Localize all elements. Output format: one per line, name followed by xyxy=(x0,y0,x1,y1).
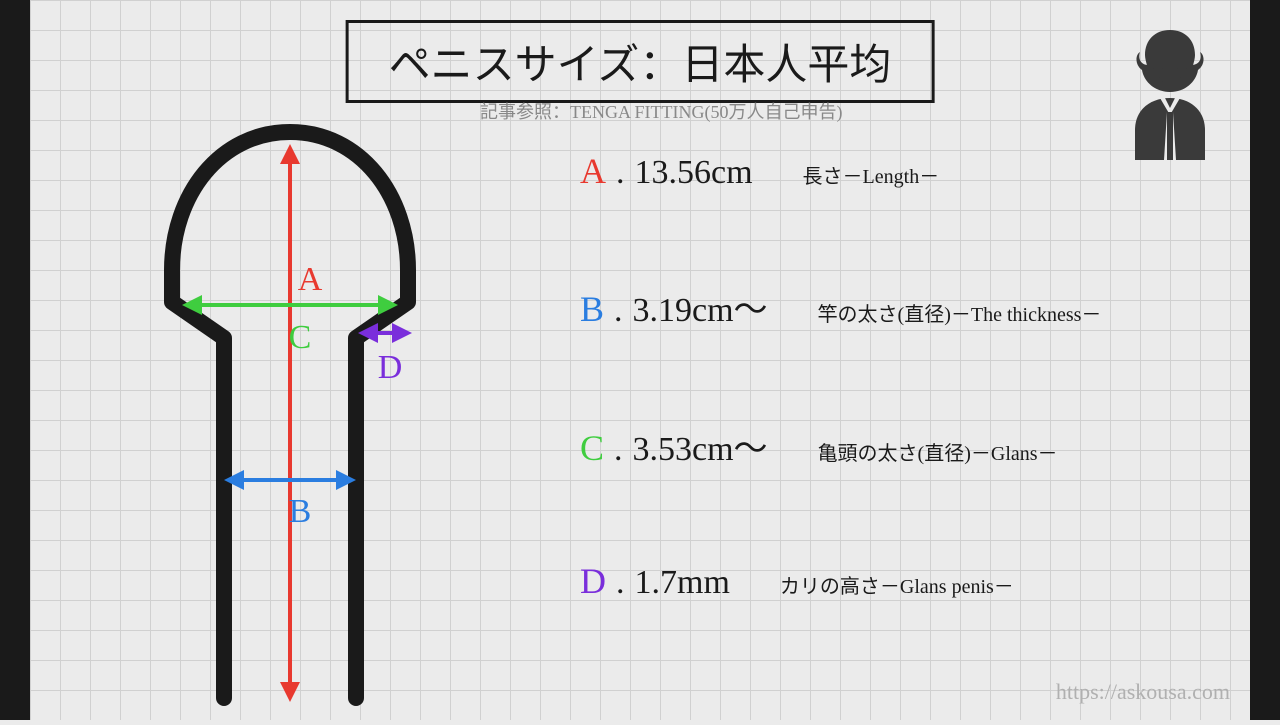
svg-text:C: C xyxy=(289,319,312,356)
measure-desc: 長さ－Length－ xyxy=(803,160,940,189)
measure-desc: 竿の太さ(直径)－The thickness－ xyxy=(818,298,1102,327)
measure-value: 13.56cm xyxy=(635,154,753,192)
measure-dot: . xyxy=(614,292,623,330)
measure-value: 1.7mm xyxy=(635,564,730,602)
measurement-row: C. 3.53cm〜 亀頭の太さ(直径)－Glans－ xyxy=(580,421,1230,470)
subtitle: 記事参照：TENGA FITTING(50万人自己申告) xyxy=(480,98,842,124)
page-title: ペニスサイズ：日本人平均 xyxy=(346,20,935,103)
watermark: https://askousa.com xyxy=(1056,679,1230,705)
measure-letter-A: A xyxy=(580,150,606,192)
measure-dot: . xyxy=(616,564,625,602)
measurement-row: A. 13.56cm 長さ－Length－ xyxy=(580,150,1230,192)
avatar-icon xyxy=(1110,20,1230,165)
svg-text:D: D xyxy=(378,349,403,386)
svg-text:B: B xyxy=(289,493,312,530)
measure-dot: . xyxy=(614,431,623,469)
measure-desc: カリの高さ－Glans penis－ xyxy=(780,570,1014,599)
measure-letter-D: D xyxy=(580,560,606,602)
measure-desc: 亀頭の太さ(直径)－Glans－ xyxy=(818,437,1058,466)
anatomy-diagram: A B C D xyxy=(100,110,480,710)
measure-letter-C: C xyxy=(580,427,604,469)
measurement-row: B. 3.19cm〜 竿の太さ(直径)－The thickness－ xyxy=(580,282,1230,331)
svg-text:A: A xyxy=(298,261,323,298)
measure-value: 3.19cm〜 xyxy=(633,282,768,331)
measure-value: 3.53cm〜 xyxy=(633,421,768,470)
measure-dot: . xyxy=(616,154,625,192)
measure-letter-B: B xyxy=(580,288,604,330)
measurement-list: A. 13.56cm 長さ－Length－ B. 3.19cm〜 竿の太さ(直径)－T… xyxy=(580,150,1230,692)
measurement-row: D. 1.7mm カリの高さ－Glans penis－ xyxy=(580,560,1230,602)
